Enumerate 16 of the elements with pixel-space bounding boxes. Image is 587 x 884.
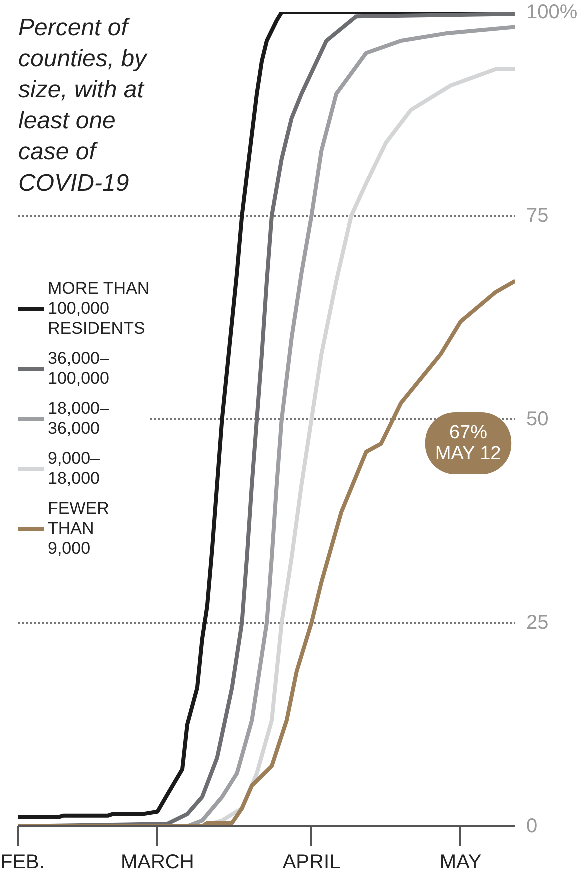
x-tick-label: FEB. <box>0 852 45 874</box>
x-tick-label: MAY <box>440 852 482 874</box>
legend-label: MORE THAN 100,000 RESIDENTS <box>48 279 150 339</box>
legend-label: 36,000– 100,000 <box>48 349 110 389</box>
y-tick-label: 100% <box>526 2 578 24</box>
y-tick-label: 75 <box>526 205 549 227</box>
y-tick-label: 25 <box>526 612 549 634</box>
annotation: 67% MAY 12 <box>435 422 502 464</box>
y-tick-label: 0 <box>526 816 538 838</box>
x-tick-label: MARCH <box>120 852 194 874</box>
x-tick-label: APRIL <box>282 852 341 874</box>
text: Percent of counties, by size, with at least one case of COVID-19 <box>18 14 149 197</box>
legend-label: 18,000– 36,000 <box>48 399 110 439</box>
legend-label: 9,000– 18,000 <box>48 449 100 489</box>
y-tick-label: 50 <box>526 408 549 430</box>
legend-label: FEWER THAN 9,000 <box>48 499 110 559</box>
